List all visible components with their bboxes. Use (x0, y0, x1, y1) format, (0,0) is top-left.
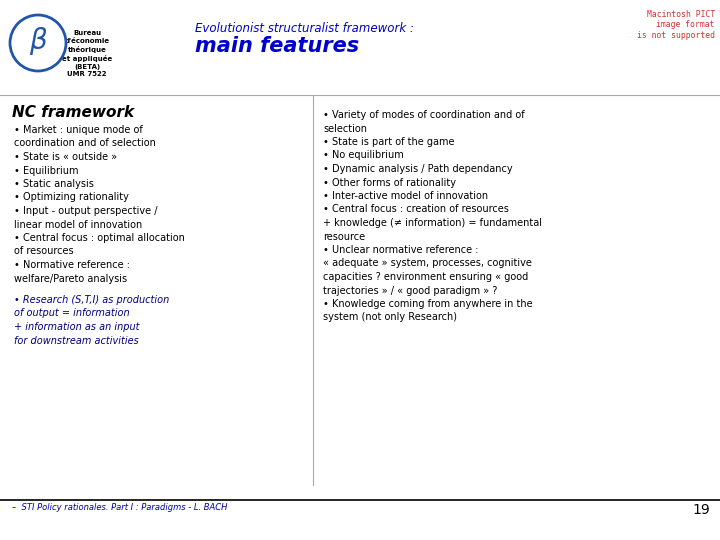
Text: • Equilibrium: • Equilibrium (14, 165, 78, 176)
Text: • State is part of the game: • State is part of the game (323, 137, 454, 147)
Text: Macintosh PICT
image format
is not supported: Macintosh PICT image format is not suppo… (637, 10, 715, 40)
Text: of resources: of resources (14, 246, 73, 256)
Text: • Market : unique mode of: • Market : unique mode of (14, 125, 143, 135)
Text: $\beta$: $\beta$ (29, 25, 48, 57)
Text: resource: resource (323, 232, 365, 241)
Text: « adequate » system, processes, cognitive: « adequate » system, processes, cognitiv… (323, 259, 532, 268)
Text: trajectories » / « good paradigm » ?: trajectories » / « good paradigm » ? (323, 286, 498, 295)
Text: • Optimizing rationality: • Optimizing rationality (14, 192, 129, 202)
Text: of output = information: of output = information (14, 308, 130, 319)
Text: system (not only Research): system (not only Research) (323, 313, 457, 322)
Text: NC framework: NC framework (12, 105, 134, 120)
Text: capacities ? environment ensuring « good: capacities ? environment ensuring « good (323, 272, 528, 282)
Text: • Central focus : creation of resources: • Central focus : creation of resources (323, 205, 509, 214)
Text: linear model of innovation: linear model of innovation (14, 219, 143, 230)
Text: • Research (S,T,I) as production: • Research (S,T,I) as production (14, 295, 169, 305)
Text: • Normative reference :: • Normative reference : (14, 260, 130, 270)
Text: Evolutionist structuralist framework :: Evolutionist structuralist framework : (195, 22, 414, 35)
Text: main features: main features (195, 36, 359, 56)
Text: + knowledge (≠ information) = fundamental: + knowledge (≠ information) = fundamenta… (323, 218, 542, 228)
Text: Bureau
d'économie
théorique
et appliquée
(BETA)
UMR 7522: Bureau d'économie théorique et appliquée… (62, 30, 112, 77)
Text: • State is « outside »: • State is « outside » (14, 152, 117, 162)
Text: • Dynamic analysis / Path dependancy: • Dynamic analysis / Path dependancy (323, 164, 513, 174)
Text: for downstream activities: for downstream activities (14, 335, 139, 346)
Text: • No equilibrium: • No equilibrium (323, 151, 404, 160)
Text: • Other forms of rationality: • Other forms of rationality (323, 178, 456, 187)
Text: • Variety of modes of coordination and of: • Variety of modes of coordination and o… (323, 110, 525, 120)
Text: • Central focus : optimal allocation: • Central focus : optimal allocation (14, 233, 185, 243)
Text: • Knowledge coming from anywhere in the: • Knowledge coming from anywhere in the (323, 299, 533, 309)
Text: –  STI Policy rationales. Part I : Paradigms - L. BACH: – STI Policy rationales. Part I : Paradi… (12, 503, 228, 512)
Text: selection: selection (323, 124, 367, 133)
Text: • Static analysis: • Static analysis (14, 179, 94, 189)
Text: + information as an input: + information as an input (14, 322, 140, 332)
Text: welfare/Pareto analysis: welfare/Pareto analysis (14, 273, 127, 284)
Text: • Inter-active model of innovation: • Inter-active model of innovation (323, 191, 488, 201)
Text: • Unclear normative reference :: • Unclear normative reference : (323, 245, 479, 255)
Text: 19: 19 (692, 503, 710, 517)
Text: coordination and of selection: coordination and of selection (14, 138, 156, 149)
Text: • Input - output perspective /: • Input - output perspective / (14, 206, 158, 216)
